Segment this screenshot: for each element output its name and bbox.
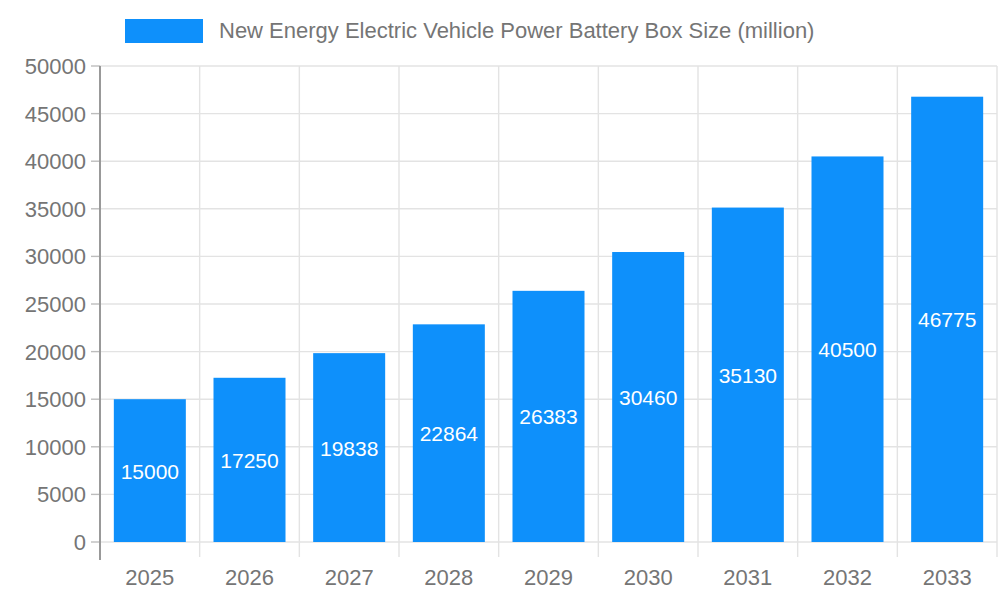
y-axis-label: 35000 [25, 197, 86, 222]
bar-value-label: 22864 [420, 422, 479, 445]
y-axis-label: 10000 [25, 435, 86, 460]
legend-swatch [125, 19, 203, 43]
y-axis-label: 45000 [25, 102, 86, 127]
x-axis-label: 2027 [325, 565, 374, 590]
y-axis-label: 50000 [25, 54, 86, 79]
bar-chart: 0 5000 10000 15000 20000 25000 30000 35000 40000… [0, 0, 1000, 600]
x-axis-label: 2032 [823, 565, 872, 590]
bar-value-label: 40500 [818, 338, 876, 361]
bar-value-label: 15000 [121, 460, 179, 483]
x-axis-label: 2028 [424, 565, 473, 590]
bar-value-label: 19838 [320, 437, 378, 460]
y-axis-label: 20000 [25, 340, 86, 365]
bar-value-label: 17250 [220, 449, 278, 472]
y-axis-label: 15000 [25, 387, 86, 412]
bar-value-label: 35130 [719, 364, 777, 387]
bar-value-label: 26383 [519, 405, 577, 428]
bar-value-label: 46775 [918, 308, 976, 331]
y-axis-label: 30000 [25, 244, 86, 269]
y-axis-label: 5000 [37, 482, 86, 507]
x-axis-label: 2029 [524, 565, 573, 590]
y-axis-label: 40000 [25, 149, 86, 174]
y-axis-label: 25000 [25, 292, 86, 317]
legend-label: New Energy Electric Vehicle Power Batter… [219, 19, 814, 43]
x-axis-label: 2026 [225, 565, 274, 590]
y-axis-label: 0 [74, 530, 86, 555]
chart-container: New Energy Electric Vehicle Power Batter… [0, 0, 1000, 600]
x-axis-label: 2031 [723, 565, 772, 590]
legend-item[interactable]: New Energy Electric Vehicle Power Batter… [125, 19, 814, 43]
x-axis-label: 2025 [125, 565, 174, 590]
x-axis-label: 2030 [624, 565, 673, 590]
bar-value-label: 30460 [619, 386, 677, 409]
x-axis-label: 2033 [923, 565, 972, 590]
